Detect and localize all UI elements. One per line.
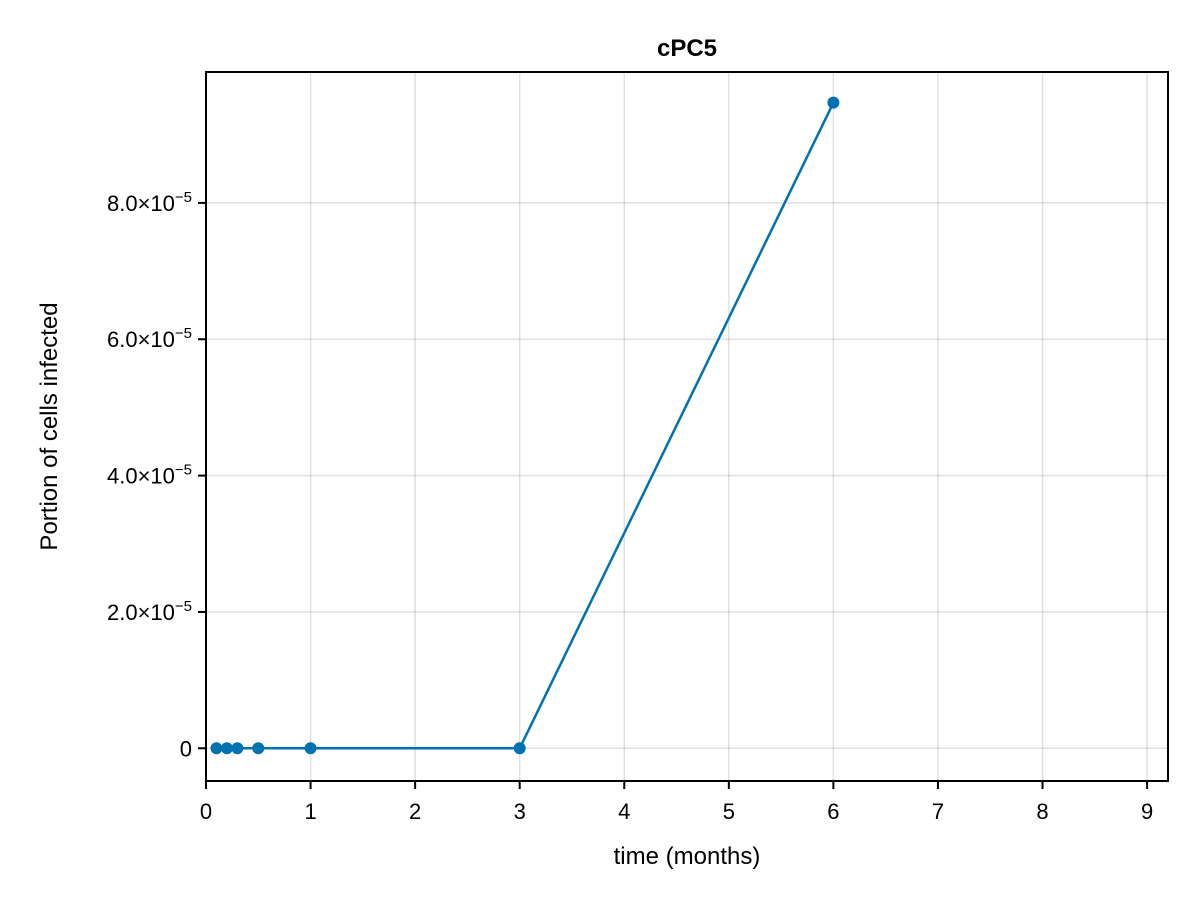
x-tick-label: 9	[1141, 799, 1153, 824]
x-tick-label: 7	[932, 799, 944, 824]
y-tick-label: 6.0×10−5	[107, 325, 192, 352]
y-tick-label: 0	[180, 736, 192, 761]
x-tick-label: 0	[200, 799, 212, 824]
y-tick-label: 2.0×10−5	[107, 598, 192, 625]
grid	[205, 72, 1168, 781]
series-layer	[210, 96, 840, 755]
plot-frame	[205, 71, 1169, 782]
chart-title: cPC5	[657, 35, 717, 62]
x-tick-label: 2	[409, 799, 421, 824]
x-tick-label: 8	[1036, 799, 1048, 824]
y-axis-label: Portion of cells infected	[36, 302, 63, 550]
data-point	[220, 742, 233, 755]
data-point	[304, 742, 317, 755]
data-point	[513, 742, 526, 755]
data-point	[231, 742, 244, 755]
data-point	[252, 742, 265, 755]
x-tick-label: 5	[723, 799, 735, 824]
data-point	[210, 742, 223, 755]
series-line	[216, 102, 835, 750]
x-tick-label: 1	[304, 799, 316, 824]
data-point	[827, 96, 840, 109]
x-axis-label: time (months)	[614, 843, 761, 870]
x-tick-label: 4	[618, 799, 630, 824]
y-tick-label: 4.0×10−5	[107, 462, 192, 489]
ticks: 0 1 2 3 4 5 6 7 8 9 0 2.0×10−5 4.0×10−5 6.0×10−5 8.0×1…	[107, 189, 1153, 824]
y-tick-label: 8.0×10−5	[107, 189, 192, 216]
x-tick-label: 3	[514, 799, 526, 824]
x-tick-label: 6	[827, 799, 839, 824]
